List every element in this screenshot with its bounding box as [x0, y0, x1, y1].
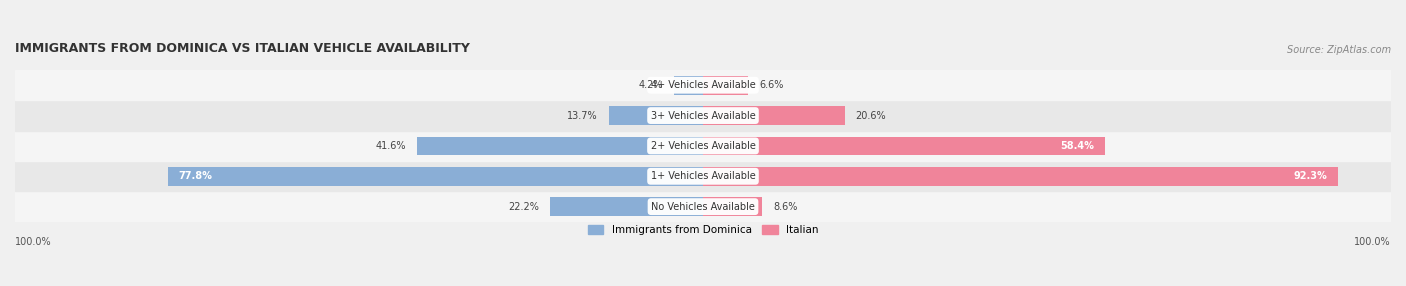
Text: 4.2%: 4.2%	[638, 80, 664, 90]
Legend: Immigrants from Dominica, Italian: Immigrants from Dominica, Italian	[583, 221, 823, 239]
Text: No Vehicles Available: No Vehicles Available	[651, 202, 755, 212]
Bar	[703, 197, 762, 216]
Bar	[703, 167, 1339, 186]
Text: 77.8%: 77.8%	[179, 171, 212, 181]
Bar	[416, 136, 703, 155]
Bar	[703, 136, 1105, 155]
Text: 100.0%: 100.0%	[15, 237, 52, 247]
Text: 4+ Vehicles Available: 4+ Vehicles Available	[651, 80, 755, 90]
Bar	[15, 191, 1391, 222]
Bar	[15, 161, 1391, 191]
Text: 3+ Vehicles Available: 3+ Vehicles Available	[651, 111, 755, 121]
Bar	[550, 197, 703, 216]
Text: 41.6%: 41.6%	[375, 141, 406, 151]
Text: 13.7%: 13.7%	[567, 111, 598, 121]
Text: Source: ZipAtlas.com: Source: ZipAtlas.com	[1286, 45, 1391, 55]
Bar	[703, 76, 748, 95]
Bar	[15, 100, 1391, 131]
Text: 100.0%: 100.0%	[1354, 237, 1391, 247]
Text: 8.6%: 8.6%	[773, 202, 797, 212]
Text: 1+ Vehicles Available: 1+ Vehicles Available	[651, 171, 755, 181]
Bar	[703, 106, 845, 125]
Bar	[673, 76, 703, 95]
Text: 22.2%: 22.2%	[509, 202, 540, 212]
Bar	[15, 70, 1391, 100]
Bar	[15, 131, 1391, 161]
Text: 20.6%: 20.6%	[856, 111, 886, 121]
Bar	[167, 167, 703, 186]
Text: 92.3%: 92.3%	[1294, 171, 1327, 181]
Bar	[609, 106, 703, 125]
Text: IMMIGRANTS FROM DOMINICA VS ITALIAN VEHICLE AVAILABILITY: IMMIGRANTS FROM DOMINICA VS ITALIAN VEHI…	[15, 42, 470, 55]
Text: 2+ Vehicles Available: 2+ Vehicles Available	[651, 141, 755, 151]
Text: 6.6%: 6.6%	[759, 80, 783, 90]
Text: 58.4%: 58.4%	[1060, 141, 1094, 151]
